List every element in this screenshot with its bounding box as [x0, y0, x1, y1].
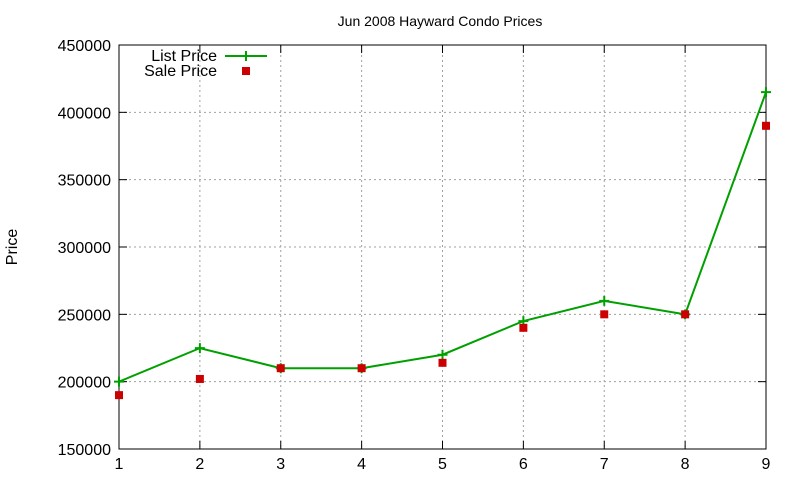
grid	[119, 45, 766, 449]
y-tick-label: 350000	[58, 173, 111, 190]
sale-price-point	[600, 310, 609, 319]
y-tick-label: 300000	[58, 240, 111, 257]
x-tick-label: 1	[115, 456, 124, 473]
list-price-point	[599, 295, 610, 306]
list-price-point	[194, 343, 205, 354]
x-tick-label: 2	[195, 456, 204, 473]
sale-price-point	[357, 364, 366, 373]
sale-price-point	[519, 323, 528, 332]
legend-cross-list-price	[241, 51, 251, 61]
legend-label-list-price: List Price	[151, 48, 217, 65]
list-price-point	[437, 349, 448, 360]
y-tick-label: 200000	[58, 375, 111, 392]
y-axis-label: Price	[4, 229, 21, 266]
list-price-point	[114, 376, 124, 387]
legend: List Price Sale Price	[144, 48, 267, 80]
sale-price-point	[276, 364, 285, 373]
sale-price-point	[115, 391, 123, 400]
sale-price-point	[438, 358, 447, 367]
x-tick-label: 3	[276, 456, 285, 473]
chart-title: Jun 2008 Hayward Condo Prices	[338, 13, 543, 29]
y-tick-label: 150000	[58, 442, 111, 459]
sale-price-point	[681, 310, 690, 319]
legend-label-sale-price: Sale Price	[144, 63, 217, 80]
y-tick-label: 400000	[58, 105, 111, 122]
x-tick-label: 8	[681, 456, 690, 473]
x-tick-label: 4	[357, 456, 366, 473]
series-layer	[114, 87, 771, 400]
list-price-point	[761, 87, 771, 98]
legend-marker-sale-price	[242, 67, 250, 75]
sale-price-point	[195, 374, 204, 383]
x-tick-label: 6	[519, 456, 528, 473]
y-tick-label: 450000	[58, 38, 111, 55]
x-tick-label: 5	[438, 456, 447, 473]
sale-price-point	[762, 121, 770, 130]
axis-ticks: 150000 200000 250000 300000 350000 400000 4500…	[58, 38, 771, 473]
x-tick-label: 9	[762, 456, 771, 473]
y-tick-label: 250000	[58, 307, 111, 324]
x-tick-label: 7	[600, 456, 609, 473]
